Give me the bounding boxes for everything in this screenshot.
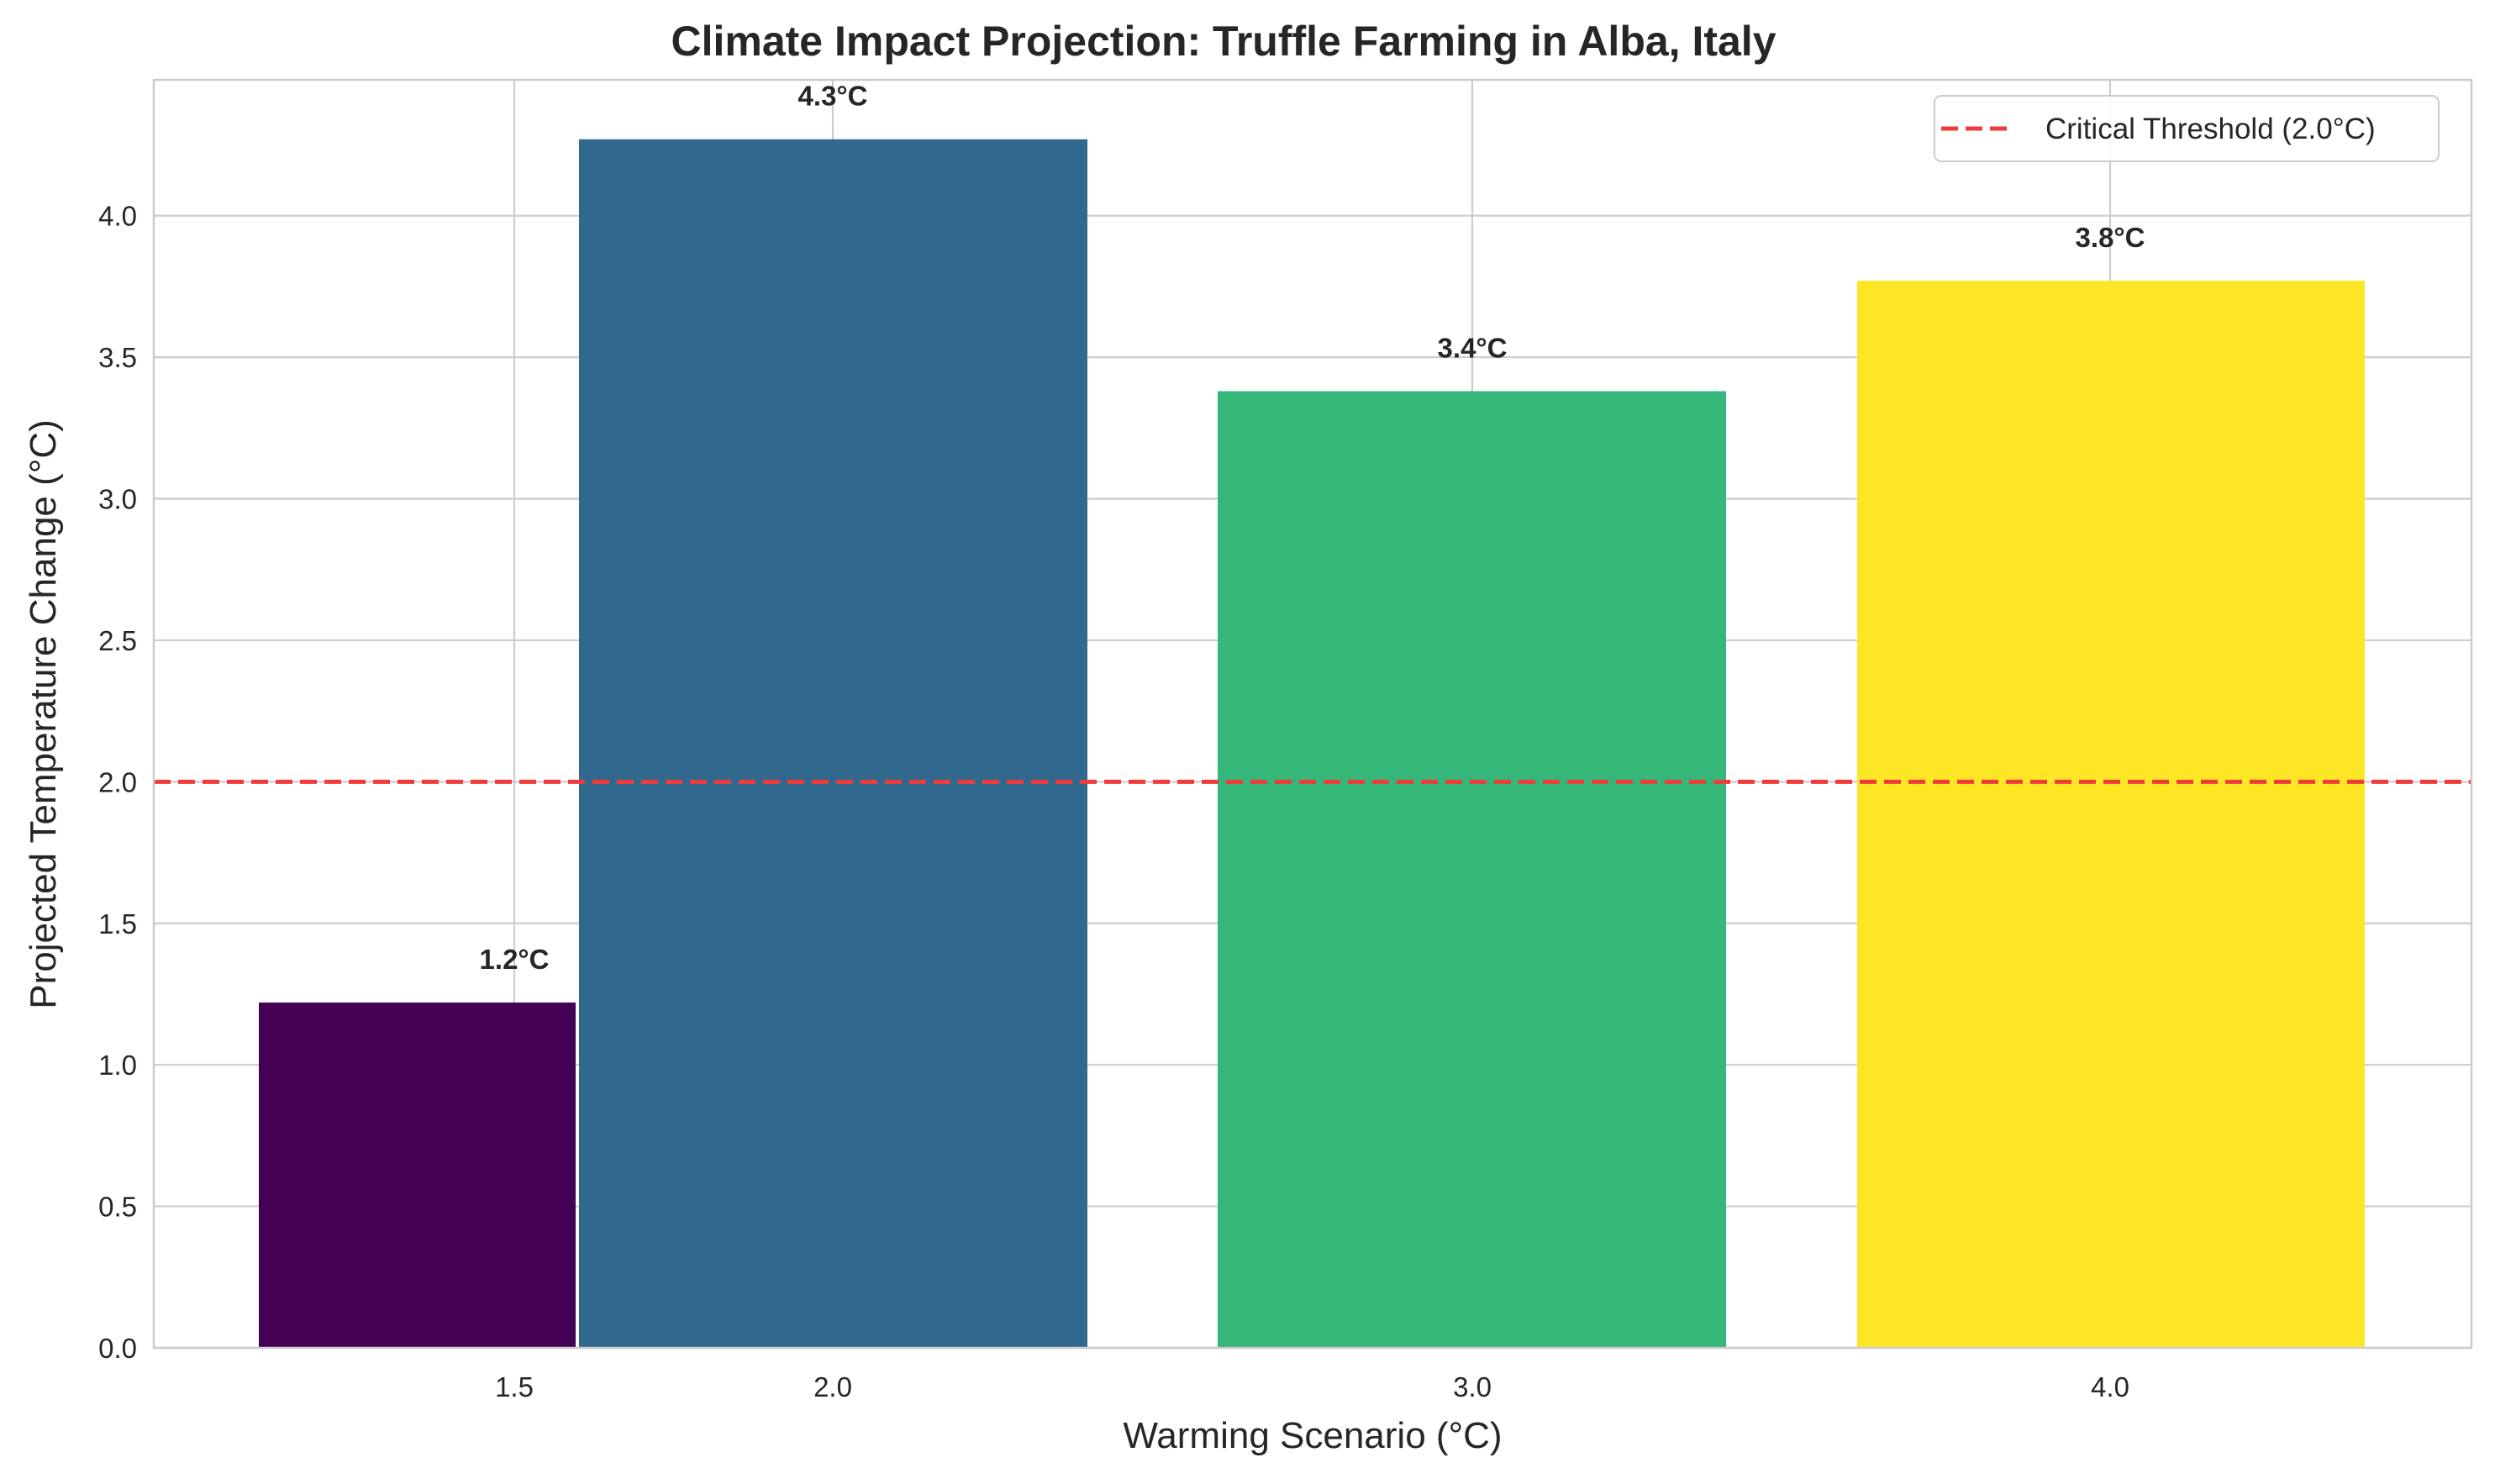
data-labels: 1.2°C 4.3°C 3.4°C 3.8°C [480,81,2145,975]
legend-threshold-label: Critical Threshold (2.0°C) [2045,113,2376,145]
x-tick-label: 4.0 [2091,1371,2129,1402]
y-tick-label: 1.0 [98,1050,137,1081]
y-axis-tick-labels: 0.0 0.5 1.0 1.5 2.0 2.5 3.0 3.5 4.0 [98,201,137,1364]
bar-value-label: 4.3°C [798,81,868,112]
y-tick-label: 2.0 [98,766,137,797]
bar-value-label: 1.2°C [480,944,550,975]
bars [259,139,2365,1349]
y-tick-label: 0.5 [98,1192,137,1223]
plot-area-frame [152,78,2473,1350]
x-tick-label: 2.0 [813,1371,852,1402]
y-tick-label: 4.0 [98,201,137,232]
y-tick-label: 0.0 [98,1333,137,1364]
legend: Critical Threshold (2.0°C) [1934,95,2440,162]
x-axis-tick-labels: 1.5 2.0 3.0 4.0 [495,1371,2129,1402]
y-tick-label: 1.5 [98,908,137,939]
x-tick-label: 1.5 [495,1371,534,1402]
y-axis-label: Projected Temperature Change (°C) [23,419,64,1009]
legend-box [1934,95,2440,162]
bar-3.0 [1218,391,1726,1348]
bar-value-label: 3.8°C [2076,222,2145,253]
y-tick-label: 3.5 [98,342,137,373]
bar-4.0 [1857,281,2365,1349]
x-tick-label: 3.0 [1453,1371,1492,1402]
bar-2.0 [579,139,1087,1348]
x-axis-label: Warming Scenario (°C) [1123,1415,1502,1456]
bar-value-label: 3.4°C [1438,333,1508,364]
bar-1.5 [259,1002,576,1348]
y-tick-label: 3.0 [98,484,137,515]
chart-title: Climate Impact Projection: Truffle Farmi… [671,18,1776,65]
y-tick-label: 2.5 [98,625,137,656]
